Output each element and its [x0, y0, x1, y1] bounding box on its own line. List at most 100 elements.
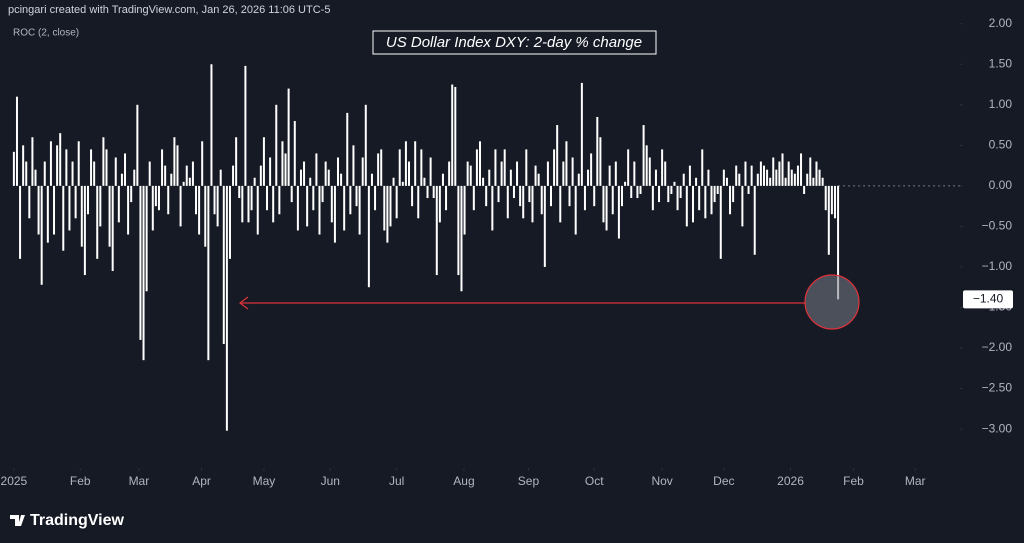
bar	[583, 185, 586, 211]
bar	[201, 141, 204, 186]
bar	[454, 86, 457, 186]
bar	[546, 161, 549, 186]
plot: 2.001.501.000.500.00−0.50−1.00−1.50−2.00…	[1, 16, 1013, 488]
bar	[800, 153, 803, 186]
bar	[71, 161, 74, 186]
bar	[185, 165, 188, 186]
bar	[806, 173, 809, 186]
bar	[522, 185, 525, 219]
bar	[553, 149, 556, 186]
bar	[472, 185, 475, 211]
bar	[398, 149, 401, 186]
bar	[404, 141, 407, 186]
bar	[151, 185, 154, 231]
bar	[725, 177, 728, 186]
bar	[210, 64, 213, 186]
bar	[645, 145, 648, 186]
bar	[803, 185, 806, 194]
bar	[722, 169, 725, 186]
bar	[176, 145, 179, 186]
bar	[500, 161, 503, 186]
bar	[272, 185, 275, 223]
bar	[343, 185, 346, 231]
bar	[698, 185, 701, 211]
last-value-label: −1.40	[973, 292, 1004, 306]
bar	[349, 185, 352, 215]
bar	[389, 185, 392, 227]
x-tick-label: May	[253, 474, 276, 488]
bar	[648, 157, 651, 186]
bar	[244, 65, 247, 186]
bar	[479, 141, 481, 186]
bar	[225, 185, 228, 431]
bar	[790, 169, 793, 186]
bar	[549, 185, 552, 207]
bar	[355, 185, 358, 207]
bar	[732, 185, 735, 203]
bar	[157, 185, 160, 211]
annotation	[239, 274, 860, 330]
bar	[494, 149, 497, 186]
bar	[605, 185, 608, 231]
x-tick-label: Feb	[70, 474, 91, 488]
bar	[114, 157, 117, 186]
bar	[469, 165, 472, 186]
bar	[303, 161, 306, 186]
bar	[769, 177, 772, 186]
bar	[241, 185, 244, 223]
bar	[228, 185, 231, 259]
bar	[738, 173, 741, 186]
bar	[809, 157, 812, 186]
bar	[457, 185, 460, 276]
bar	[590, 153, 593, 186]
bar	[673, 181, 676, 186]
bar	[620, 185, 623, 207]
bar	[423, 177, 426, 186]
bar	[667, 185, 670, 203]
bar	[145, 185, 148, 292]
bar	[639, 185, 642, 194]
bar	[525, 149, 528, 186]
bar	[83, 185, 86, 276]
x-tick-label: 2025	[1, 474, 28, 488]
bar	[275, 104, 278, 186]
x-tick-label: Feb	[843, 474, 864, 488]
bar	[86, 185, 89, 215]
bar	[296, 185, 299, 231]
bar	[824, 185, 827, 211]
bar	[290, 185, 293, 203]
bar	[654, 169, 657, 186]
bar	[729, 185, 732, 215]
arrow-head	[239, 296, 249, 310]
bar	[281, 141, 284, 186]
bar	[377, 153, 380, 186]
bar	[306, 185, 309, 227]
bar	[191, 161, 194, 186]
logo-icon	[10, 515, 25, 526]
bar	[207, 185, 210, 361]
bar	[136, 104, 139, 186]
x-tick-label: Mar	[905, 474, 926, 488]
bar	[380, 149, 383, 186]
bar	[266, 185, 269, 211]
bar	[170, 173, 173, 186]
bar	[188, 177, 191, 186]
bar	[408, 161, 411, 186]
bar	[179, 185, 182, 227]
bar	[512, 185, 515, 199]
bar	[574, 185, 577, 235]
bar	[269, 157, 272, 186]
bar	[358, 185, 361, 235]
bar	[565, 141, 568, 186]
bar	[562, 161, 565, 186]
bar	[438, 185, 441, 223]
bar	[117, 185, 120, 223]
bar	[710, 185, 713, 215]
bar	[784, 177, 787, 186]
bar	[630, 185, 633, 199]
bar	[49, 141, 52, 186]
y-tick-label: 1.50	[989, 56, 1013, 70]
bar	[744, 161, 747, 186]
bar	[213, 185, 216, 215]
bar	[451, 84, 454, 186]
